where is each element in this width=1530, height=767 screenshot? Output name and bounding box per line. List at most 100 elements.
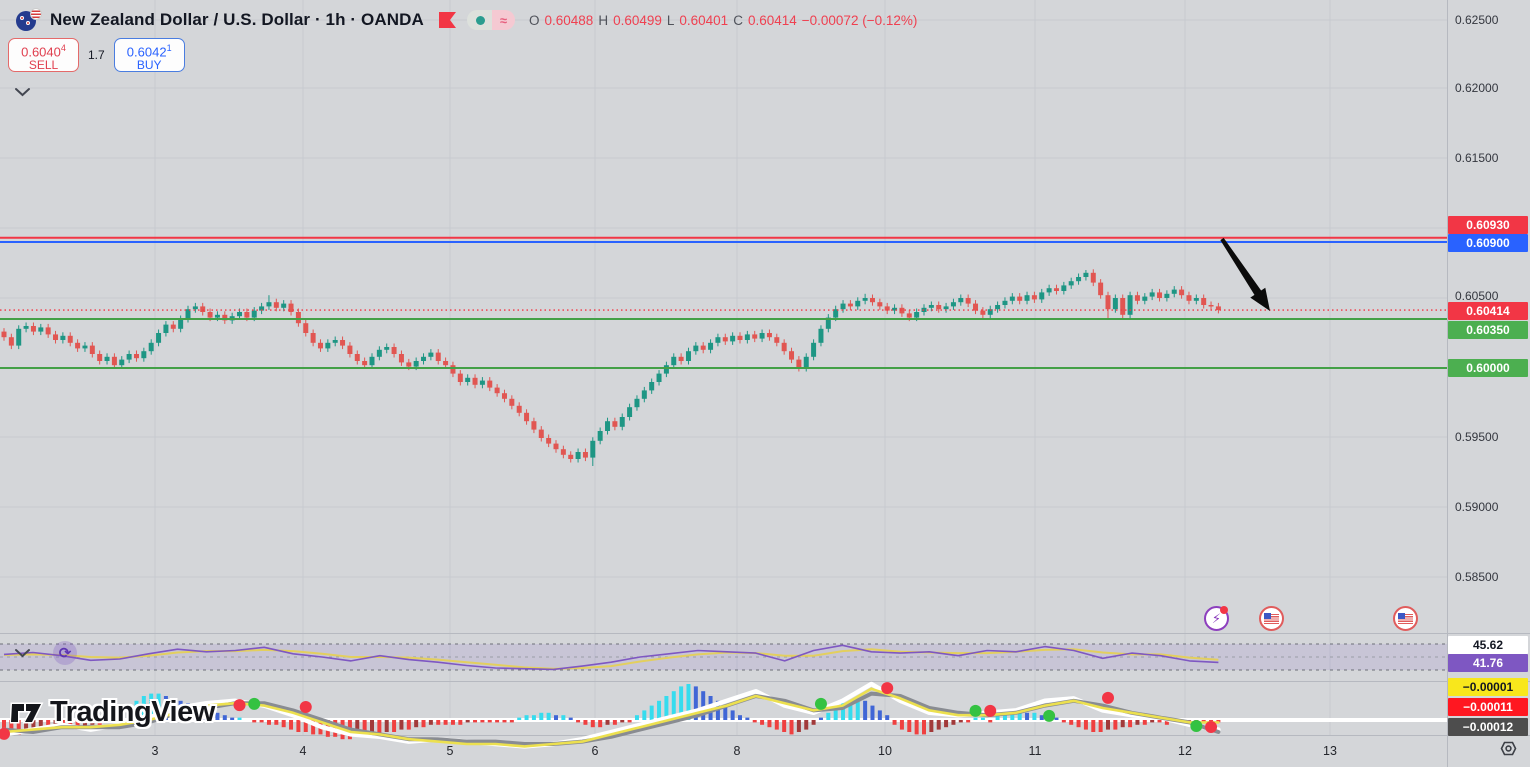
sell-button[interactable]: 0.60404 SELL [8, 38, 79, 72]
time-tick[interactable]: 3 [151, 744, 159, 758]
price-line-label[interactable]: 0.60350 [1448, 321, 1528, 339]
time-tick[interactable]: 12 [1178, 744, 1192, 758]
main-pane-collapse-chevron-icon[interactable] [14, 86, 31, 98]
candle-body [1171, 289, 1177, 294]
price-line-label[interactable]: 0.60000 [1448, 359, 1528, 377]
time-tick[interactable]: 11 [1028, 744, 1042, 758]
candle-body [524, 412, 530, 422]
market-status-dot [475, 15, 485, 25]
time-tick[interactable]: 13 [1323, 744, 1337, 758]
candle-body [855, 300, 861, 307]
candle-body [597, 431, 603, 441]
macd-histogram-bar [1091, 720, 1096, 732]
flag-icon[interactable] [438, 11, 457, 29]
macd-histogram-bar [701, 691, 706, 720]
candle-body [582, 452, 588, 458]
candle-body [8, 337, 14, 346]
candle-body [60, 335, 66, 340]
refresh-icon[interactable]: ⟳ [53, 641, 77, 665]
macd-histogram-bar [958, 720, 963, 723]
price-line-label[interactable]: 0.60900 [1448, 234, 1528, 252]
macd-histogram-bar [848, 700, 853, 720]
macd-histogram-bar [163, 696, 168, 720]
candle-body [75, 342, 81, 349]
time-tick[interactable]: 5 [446, 744, 454, 758]
chart-header: New Zealand Dollar / U.S. Dollar · 1h · … [16, 8, 917, 32]
macd-histogram-bar [1032, 712, 1037, 720]
candle-body [1215, 306, 1221, 311]
scale-settings-icon[interactable] [1499, 739, 1518, 758]
us-flag-event-icon[interactable] [1393, 606, 1418, 631]
macd-histogram-bar [46, 720, 51, 728]
macd-cross-dot [969, 704, 982, 717]
macd-histogram-bar [774, 720, 779, 730]
price-line-label[interactable]: 0.60930 [1448, 216, 1528, 234]
symbol-title[interactable]: New Zealand Dollar / U.S. Dollar · 1h · … [50, 10, 424, 29]
macd-histogram-bar [355, 720, 360, 737]
time-tick[interactable]: 10 [878, 744, 892, 758]
macd-cross-dot [233, 699, 246, 712]
candle-body [1120, 298, 1126, 315]
price-tick: 0.60500 [1455, 289, 1499, 303]
arrow-annotation[interactable] [1220, 237, 1270, 311]
macd-histogram-bar [531, 715, 536, 720]
macd-histogram-bar [16, 720, 21, 735]
rsi-pane-collapse-chevron-icon[interactable] [14, 647, 31, 659]
candle-body [936, 305, 942, 310]
macd-histogram-bar [1010, 710, 1015, 720]
macd-histogram-bar [24, 720, 29, 732]
macd-histogram-bar [465, 720, 470, 723]
macd-histogram-bar [988, 720, 993, 723]
price-line-label[interactable]: 0.60414 [1448, 302, 1528, 320]
candle-body [207, 312, 213, 318]
macd-histogram-bar [782, 720, 787, 732]
candle-body [200, 306, 206, 312]
candle-body [1142, 296, 1148, 301]
candle-body [722, 337, 728, 342]
time-tick[interactable]: 8 [733, 744, 741, 758]
candle-body [1090, 272, 1096, 283]
macd-histogram-bar [215, 712, 220, 720]
buy-button[interactable]: 0.60421 BUY [113, 38, 185, 72]
candle-body [656, 373, 662, 382]
macd-histogram-bar [568, 717, 573, 720]
price-tick: 0.62000 [1455, 81, 1499, 95]
macd-histogram-bar [97, 720, 102, 725]
macd-histogram-bar [75, 720, 80, 730]
macd-histogram-bar [1039, 715, 1044, 720]
candle-body [30, 326, 36, 332]
speech-event-icon[interactable]: ⚡ [1204, 606, 1229, 631]
candle-body [494, 387, 500, 394]
market-status-pill[interactable]: ≈ [466, 10, 515, 30]
macd-histogram-bar [1142, 720, 1147, 725]
macd-histogram-bar [885, 715, 890, 720]
candle-body [340, 340, 346, 346]
macd-histogram-bar [112, 715, 117, 720]
time-tick[interactable]: 4 [299, 744, 307, 758]
macd-histogram-bar [686, 684, 691, 720]
candle-body [303, 323, 309, 333]
candle-body [141, 351, 147, 359]
macd-histogram-bar [1128, 720, 1133, 728]
candle-body [811, 342, 817, 357]
candle-body [281, 303, 287, 308]
macd-histogram-bar [31, 720, 36, 730]
candle-body [892, 307, 898, 311]
macd-line-white [1, 681, 1221, 749]
macd-cross-dot [1043, 709, 1056, 722]
candle-body [1068, 281, 1074, 286]
us-flag-event-icon[interactable] [1259, 606, 1284, 631]
macd-histogram-bar [502, 720, 507, 723]
candle-body [1201, 298, 1207, 305]
candle-body [1208, 305, 1214, 307]
watermark-text: TradingView [50, 696, 215, 728]
candle-body [501, 393, 507, 399]
candle-body [398, 354, 404, 363]
macd-cross-dot [0, 727, 10, 740]
macd-histogram-bar [200, 708, 205, 720]
candle-body [1076, 277, 1082, 282]
candle-body [421, 356, 427, 361]
macd-histogram-bar [1150, 720, 1155, 723]
time-tick[interactable]: 6 [591, 744, 599, 758]
